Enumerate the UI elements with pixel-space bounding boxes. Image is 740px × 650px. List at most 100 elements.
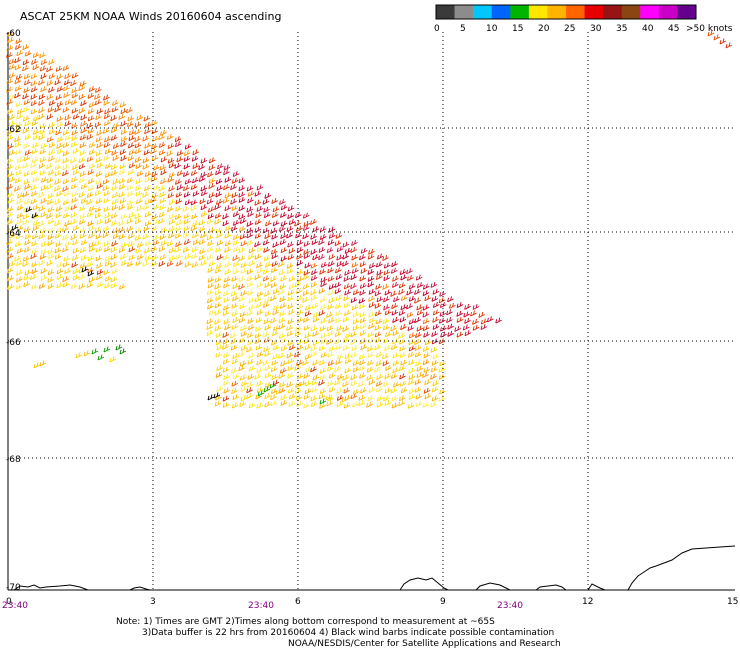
- wind-barb: [351, 267, 359, 274]
- wind-barb: [222, 309, 230, 316]
- wind-barb: [422, 372, 429, 379]
- wind-barb: [432, 380, 439, 387]
- wind-barb: [104, 260, 112, 267]
- wind-barb: [719, 38, 727, 45]
- wind-barb: [32, 219, 40, 226]
- wind-barb: [350, 338, 357, 345]
- wind-barb: [8, 114, 15, 121]
- wind-barb: [87, 220, 95, 227]
- wind-barb: [144, 211, 152, 218]
- wind-barb: [336, 325, 344, 332]
- wind-barb: [39, 128, 47, 135]
- wind-barb: [239, 337, 246, 344]
- wind-barb: [47, 106, 55, 113]
- wind-barb: [359, 261, 367, 268]
- wind-barb: [183, 155, 191, 162]
- wind-barb: [128, 162, 136, 169]
- wind-barb: [46, 93, 54, 100]
- wind-barb: [310, 218, 317, 225]
- wind-barb: [320, 304, 327, 311]
- wind-barb: [295, 232, 302, 239]
- wind-barb: [48, 99, 56, 106]
- wind-barb: [126, 218, 134, 225]
- wind-barb: [278, 225, 286, 232]
- wind-barb: [175, 205, 182, 212]
- wind-barb: [16, 212, 24, 219]
- wind-barb: [71, 196, 78, 203]
- wind-barb: [70, 157, 77, 164]
- wind-barb: [351, 254, 358, 261]
- wind-barb: [255, 344, 263, 351]
- wind-barb: [216, 344, 224, 351]
- wind-barb: [206, 218, 214, 225]
- wind-barb: [414, 344, 422, 351]
- wind-barb: [54, 79, 62, 86]
- wind-barb: [94, 93, 101, 100]
- wind-barb: [38, 259, 45, 266]
- wind-barb: [438, 395, 446, 402]
- wind-barb: [336, 401, 344, 408]
- wind-barb: [416, 309, 424, 316]
- wind-barb: [256, 367, 263, 374]
- wind-barb: [207, 171, 214, 178]
- wind-barb: [408, 283, 416, 290]
- wind-barb: [143, 149, 151, 156]
- wind-barb: [400, 359, 407, 366]
- wind-barb: [264, 192, 272, 199]
- wind-barb: [134, 213, 141, 220]
- wind-barb: [367, 253, 375, 260]
- wind-barb: [206, 246, 214, 253]
- wind-barb: [119, 197, 127, 204]
- wind-barb: [41, 176, 48, 183]
- wind-barb: [360, 267, 368, 274]
- wind-barb: [39, 169, 47, 176]
- wind-barb: [446, 309, 453, 316]
- wind-barb: [248, 304, 255, 311]
- wind-barb: [359, 282, 367, 289]
- wind-barb: [247, 339, 254, 346]
- wind-barb: [231, 204, 239, 212]
- wind-barb: [296, 309, 304, 316]
- wind-barb: [79, 213, 87, 220]
- wind-barb: [287, 254, 295, 261]
- wind-barb: [272, 206, 280, 213]
- wind-barb: [75, 352, 83, 359]
- wind-barb: [151, 143, 158, 150]
- wind-barb: [16, 50, 23, 57]
- wind-barb: [215, 371, 223, 378]
- wind-barb: [152, 219, 160, 226]
- wind-barb: [208, 177, 216, 184]
- wind-barb: [56, 273, 64, 280]
- wind-barb: [231, 323, 239, 330]
- wind-barb: [351, 261, 359, 268]
- wind-barb: [343, 402, 351, 409]
- wind-barb: [391, 309, 399, 316]
- wind-barb: [24, 246, 31, 253]
- wind-barb: [102, 127, 110, 134]
- wind-barb: [8, 72, 16, 79]
- wind-barb: [119, 168, 126, 175]
- wind-barb: [287, 372, 294, 379]
- wind-barb: [167, 192, 175, 199]
- wind-barb: [126, 184, 134, 191]
- wind-barb: [344, 309, 351, 316]
- wind-barb: [166, 260, 174, 267]
- wind-barb: [374, 310, 382, 317]
- wind-barb: [350, 352, 358, 359]
- wind-barb: [438, 366, 446, 373]
- wind-barb: [95, 170, 103, 177]
- wind-barb: [350, 297, 358, 304]
- wind-barb: [400, 304, 408, 311]
- wind-barb: [55, 205, 63, 212]
- wind-barb: [89, 205, 96, 212]
- color-scale-tick-label: 35: [616, 24, 627, 34]
- wind-barb: [278, 269, 286, 276]
- wind-barb: [382, 317, 390, 324]
- wind-barb: [270, 400, 278, 407]
- wind-barb: [390, 372, 398, 379]
- wind-barb: [232, 219, 240, 226]
- wind-barb: [270, 248, 278, 255]
- wind-barb: [342, 253, 349, 260]
- wind-barb: [120, 241, 128, 248]
- wind-barb: [199, 248, 206, 255]
